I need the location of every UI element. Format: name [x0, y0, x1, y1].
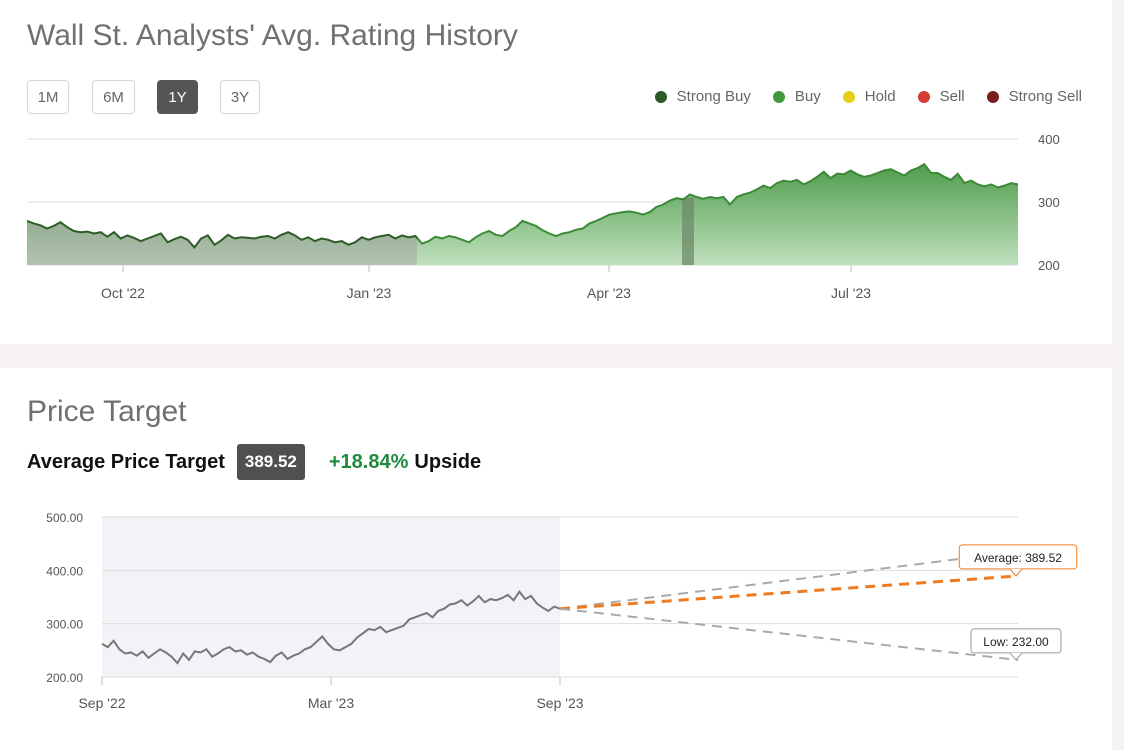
- legend-label-sell: Sell: [939, 88, 965, 105]
- chart1-y-tick-1: 300: [1038, 195, 1060, 210]
- legend-dot-buy: [772, 90, 785, 103]
- legend-label-strong-sell: Strong Sell: [1008, 88, 1082, 105]
- average-price-target-label: Average Price Target: [27, 450, 225, 473]
- chart1-y-tick-2: 200: [1038, 258, 1060, 273]
- chart1-area-strong-buy: [27, 220, 417, 265]
- legend-label-strong-buy: Strong Buy: [676, 88, 751, 105]
- chart2-low-callout-label: Low: 232.00: [983, 635, 1049, 649]
- chart2-high-target-line: [559, 550, 1019, 610]
- range-3y-button[interactable]: 3Y: [220, 80, 260, 114]
- legend-item-strong-sell[interactable]: Strong Sell: [986, 88, 1082, 105]
- price-target-title: Price Target: [27, 395, 187, 428]
- rating-history-card: Wall St. Analysts' Avg. Rating History 1…: [0, 0, 1112, 344]
- chart2-x-tick-2: Sep '23: [536, 695, 583, 711]
- price-target-summary: Average Price Target 389.52 +18.84% Upsi…: [27, 443, 481, 481]
- legend-dot-sell: [917, 90, 930, 103]
- legend-item-sell[interactable]: Sell: [917, 88, 965, 105]
- legend-item-hold[interactable]: Hold: [842, 88, 896, 105]
- chart2-average-target-line: [559, 574, 1019, 611]
- legend-label-buy: Buy: [794, 88, 821, 105]
- chart2-y-tick-1: 400.00: [46, 564, 83, 578]
- chart1-x-tick-3: Jul '23: [831, 285, 871, 301]
- chart2-average-callout-label: Average: 389.52: [974, 551, 1062, 565]
- upside-label: Upside: [414, 450, 482, 473]
- rating-history-title: Wall St. Analysts' Avg. Rating History: [27, 19, 518, 52]
- chart2-x-tick-1: Mar '23: [308, 695, 354, 711]
- chart2-x-tick-0: Sep '22: [78, 695, 125, 711]
- chart1-x-tick-1: Jan '23: [347, 285, 392, 301]
- price-target-chart: 500.00 400.00 300.00 200.00 Average: 389.52 L…: [46, 511, 1078, 711]
- chart2-average-callout-pointer: [1009, 568, 1023, 577]
- chart2-low-target-line: [559, 607, 1019, 661]
- chart1-line-strong-buy: [27, 219, 417, 249]
- chart1-strong-buy-band: [682, 198, 694, 265]
- chart2-history-background: [102, 517, 560, 677]
- chart2-y-tick-0: 500.00: [46, 511, 83, 525]
- upside-percent: +18.84%: [328, 450, 409, 473]
- chart2-y-tick-2: 300.00: [46, 618, 83, 632]
- legend-item-buy[interactable]: Buy: [772, 88, 821, 105]
- chart1-area-buy: [417, 164, 1018, 265]
- legend-label-hold: Hold: [864, 88, 896, 105]
- legend-dot-hold: [842, 90, 855, 103]
- chart1-x-tick-2: Apr '23: [587, 285, 631, 301]
- price-target-card: Price Target Average Price Target 389.52…: [0, 368, 1112, 750]
- legend-item-strong-buy[interactable]: Strong Buy: [654, 88, 751, 105]
- chart1-line-buy: [417, 162, 1018, 245]
- chart2-y-tick-3: 200.00: [46, 671, 83, 685]
- chart1-y-tick-0: 400: [1038, 132, 1060, 147]
- rating-legend: Strong Buy Buy Hold Sell Strong Sell: [633, 88, 1082, 105]
- range-6m-button[interactable]: 6M: [92, 80, 135, 114]
- range-1y-button[interactable]: 1Y: [157, 80, 198, 114]
- rating-history-chart: 400 300 200 Oct '22 Jan '23 Apr '23 Jul '23: [27, 132, 1060, 301]
- chart2-low-callout-pointer: [1009, 652, 1023, 661]
- legend-dot-strong-sell: [986, 90, 999, 103]
- average-price-target-badge: 389.52: [236, 444, 305, 480]
- chart2-price-line: [101, 590, 561, 665]
- range-1m-button[interactable]: 1M: [27, 80, 69, 114]
- chart1-x-tick-0: Oct '22: [101, 285, 145, 301]
- legend-dot-strong-buy: [654, 90, 667, 103]
